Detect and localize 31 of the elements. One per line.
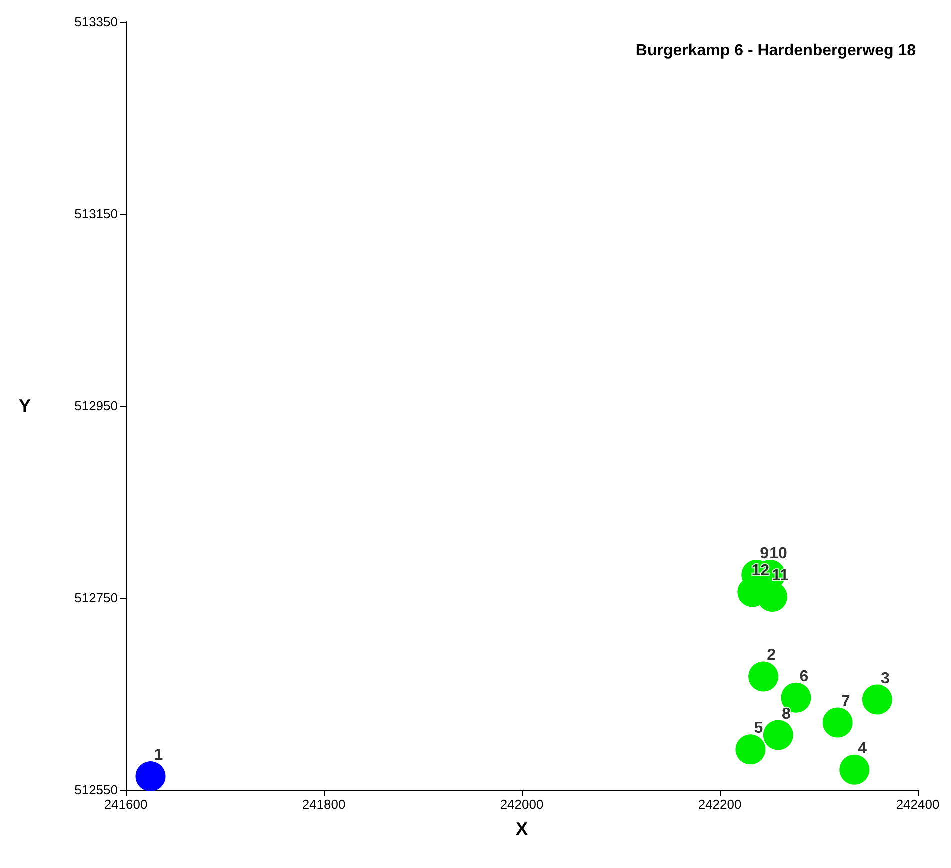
point [736, 734, 766, 765]
text: Burgerkamp 6 - Hardenbergerweg 18 [636, 42, 916, 60]
annotation: 6 [800, 668, 809, 686]
point [822, 708, 853, 738]
annotation: 2 [767, 647, 776, 664]
point [136, 762, 166, 792]
x-tick-label: 242400 [896, 797, 940, 812]
x-axis-title: X [516, 819, 528, 839]
y-tick-label: 513350 [74, 14, 118, 30]
annotation: 4 [858, 740, 868, 758]
point [840, 754, 870, 785]
annotation: 3 [880, 670, 890, 688]
y-tick-label: 512550 [74, 782, 118, 798]
x-tick-label: 241800 [302, 797, 346, 812]
annotation: 1 [154, 747, 164, 764]
y-tick-label: 512950 [74, 398, 118, 414]
x-tick-label: 242200 [698, 797, 742, 812]
y-axis-title: Y [18, 396, 31, 416]
annotation: 12 [752, 562, 770, 580]
x-tick-label: 241600 [104, 797, 148, 812]
point [748, 662, 779, 692]
annotation: 10 [770, 545, 788, 562]
point [862, 684, 892, 715]
point [763, 720, 794, 750]
annotation: 9 [760, 545, 770, 562]
x-tick-label: 242000 [500, 797, 544, 812]
annotation: 8 [782, 706, 791, 723]
annotation: 7 [841, 693, 850, 710]
y-tick-label: 513150 [74, 206, 118, 222]
y-tick-label: 512750 [74, 590, 118, 606]
annotation: 5 [754, 720, 764, 738]
